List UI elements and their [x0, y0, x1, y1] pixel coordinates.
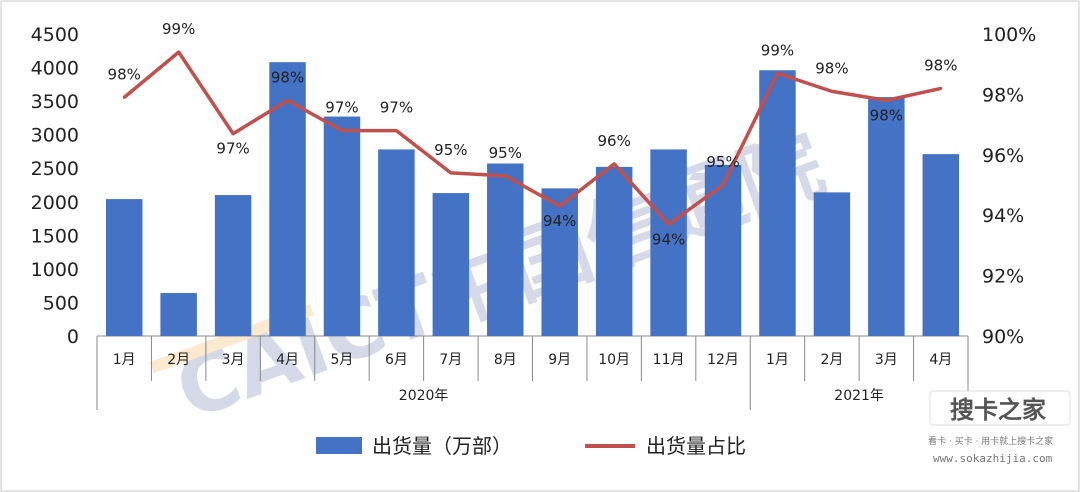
legend-label-line: 出货量占比: [646, 434, 746, 458]
site-logo-badge: [929, 390, 1071, 426]
line-point: [775, 71, 779, 75]
y-right-tick-label: 90%: [982, 326, 1024, 348]
line-point: [177, 50, 181, 54]
line-data-label: 98%: [924, 56, 957, 74]
bar: [214, 195, 252, 336]
site-logo: 搜卡之家 看卡 · 买卡 · 用卡就上搜卡之家 www.sokazhijia.c…: [928, 390, 1071, 465]
line-point: [667, 222, 671, 226]
line-point: [340, 129, 344, 133]
line-point: [394, 129, 398, 133]
x-tick-label: 3月: [222, 352, 245, 368]
x-tick-label: 3月: [875, 352, 898, 368]
site-logo-text: 搜卡之家: [950, 396, 1046, 424]
x-tick-label: 9月: [548, 352, 571, 368]
legend-swatch-bar: [316, 437, 362, 454]
line-point: [503, 174, 507, 178]
bar: [595, 166, 633, 336]
x-tick-label: 8月: [494, 352, 517, 368]
bar: [813, 192, 851, 336]
line-data-label: 95%: [489, 144, 522, 162]
y-left-tick-label: 3500: [31, 91, 79, 113]
x-tick-label: 5月: [331, 352, 354, 368]
x-tick-label: 7月: [439, 352, 462, 368]
y-right-tick-label: 92%: [982, 266, 1024, 288]
line-data-label: 99%: [761, 41, 794, 59]
x-tick-label: 4月: [929, 352, 952, 368]
bar: [105, 199, 143, 336]
site-url: www.sokazhijia.com: [933, 452, 1053, 465]
line-data-label: 94%: [543, 212, 576, 230]
plot-area: 0 500 1000 1500 2000 2500 3000 3500 4000 4500 90% 9…: [31, 20, 1036, 410]
y-left-tick-label: 500: [43, 292, 79, 314]
y-left-tick-label: 4500: [31, 24, 79, 46]
line-data-label: 95%: [434, 141, 467, 159]
site-tagline: 看卡 · 买卡 · 用卡就上搜卡之家: [928, 435, 1053, 447]
line-data-label: 98%: [271, 68, 304, 86]
x-tick-label: 10月: [598, 352, 630, 368]
bar: [160, 293, 197, 336]
year-label: 2021年: [834, 388, 884, 404]
line-data-label: 99%: [162, 20, 195, 38]
y-left-tick-label: 4000: [31, 58, 79, 80]
line-point: [231, 132, 235, 136]
bar: [432, 193, 470, 336]
x-tick-label: 1月: [766, 352, 789, 368]
bar: [323, 116, 361, 337]
bar: [269, 62, 306, 336]
line-data-label: 98%: [870, 106, 903, 124]
y-left-tick-label: 2000: [31, 192, 79, 214]
bar: [759, 70, 796, 337]
y-right-tick-label: 94%: [982, 205, 1024, 227]
x-tick-label: 2月: [167, 352, 190, 368]
x-tick-label: 12月: [707, 352, 739, 368]
bar: [650, 149, 687, 336]
line-series: [123, 50, 942, 227]
legend: 出货量（万部） 出货量占比: [316, 434, 746, 458]
y-left-tick-label: 2500: [31, 158, 79, 180]
line-point: [612, 162, 616, 166]
x-tick-label: 4月: [276, 352, 299, 368]
year-label: 2020年: [399, 388, 449, 404]
y-left-tick-label: 0: [67, 326, 79, 348]
bar: [704, 164, 742, 336]
line-data-label: 98%: [815, 59, 848, 77]
line-point: [721, 183, 725, 187]
y-left-tick-label: 3000: [31, 125, 79, 147]
bar: [378, 149, 415, 336]
y-right-tick-label: 98%: [982, 84, 1024, 106]
bar: [868, 97, 905, 336]
line-point: [122, 95, 126, 99]
line-point: [558, 204, 562, 208]
line-data-label: 97%: [380, 99, 413, 117]
line-point: [286, 98, 290, 102]
bar: [487, 163, 524, 336]
y-left-tick-label: 1000: [31, 259, 79, 281]
line-data-label: 96%: [597, 132, 630, 150]
legend-label-bar: 出货量（万部）: [372, 434, 512, 458]
x-tick-label: 11月: [653, 352, 685, 368]
line-point: [449, 171, 453, 175]
bar: [922, 154, 960, 336]
line-data-label: 97%: [325, 99, 358, 117]
line-data-label: 97%: [216, 140, 249, 158]
y-right-tick-label: 100%: [982, 24, 1036, 46]
x-tick-label: 1月: [113, 352, 136, 368]
line-point: [884, 98, 888, 102]
line-point: [939, 86, 943, 90]
y-right-tick-label: 96%: [982, 145, 1024, 167]
bar: [541, 188, 578, 336]
line-data-label: 95%: [706, 153, 739, 171]
line-data-label: 98%: [108, 65, 141, 83]
y-left-tick-label: 1500: [31, 225, 79, 247]
x-tick-label: 2月: [820, 352, 843, 368]
x-tick-label: 6月: [385, 352, 408, 368]
line-data-label: 94%: [652, 230, 685, 248]
line-point: [830, 89, 834, 93]
